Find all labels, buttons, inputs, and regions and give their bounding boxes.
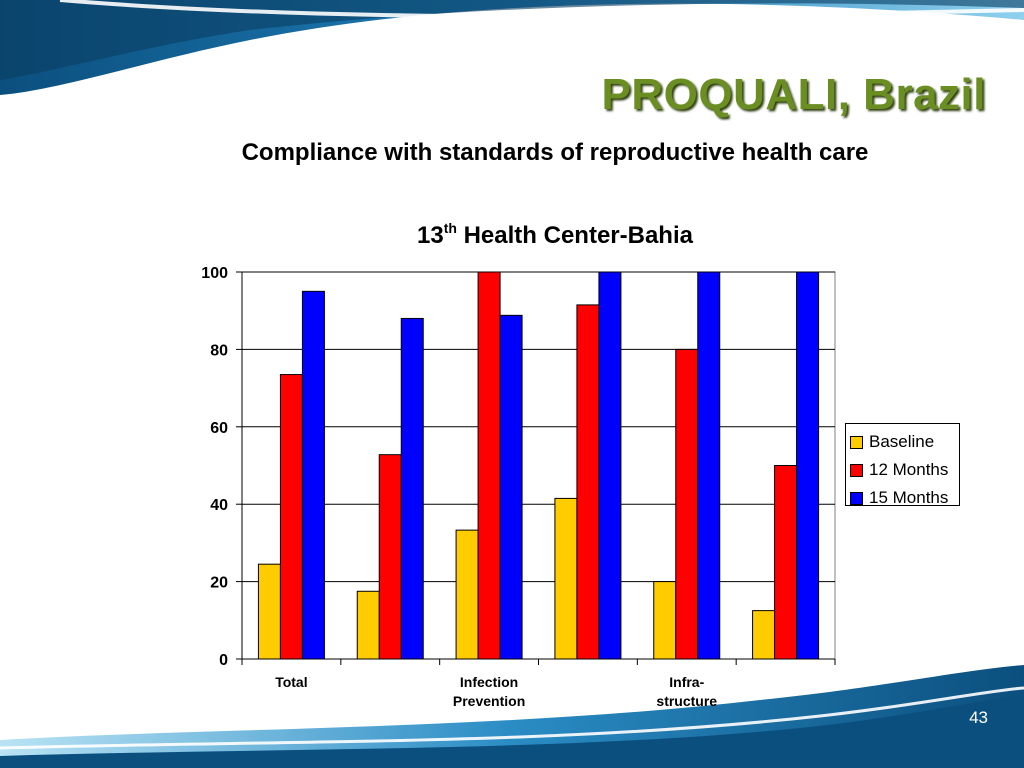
subtitle-superscript: th xyxy=(443,220,457,236)
legend-label-12-months: 12 Months xyxy=(869,460,949,479)
y-tick-label: 60 xyxy=(210,420,228,437)
y-tick-label: 40 xyxy=(210,497,228,514)
legend-item-15-months: 15 Months xyxy=(850,484,959,512)
bar-12-months-0 xyxy=(279,374,303,660)
y-tick-label: 100 xyxy=(201,265,228,282)
y-tick-label: 0 xyxy=(219,652,228,669)
chart-title: Compliance with standards of reproductiv… xyxy=(241,139,869,166)
page-number: 43 xyxy=(969,708,988,727)
bar-12-months-1 xyxy=(378,454,402,660)
bar-12-months-3 xyxy=(576,304,600,660)
bar-baseline-4 xyxy=(653,581,677,660)
bar-baseline-3 xyxy=(554,497,578,660)
subtitle-number: 13 xyxy=(417,222,444,249)
bar-15-months-5 xyxy=(796,271,820,660)
y-tick-label: 80 xyxy=(210,342,228,359)
bar-15-months-4 xyxy=(697,271,721,660)
chart-subtitle: 13th Health Center-Bahia xyxy=(200,220,910,250)
bar-baseline-0 xyxy=(257,563,281,660)
bar-15-months-1 xyxy=(400,317,424,660)
bar-12-months-4 xyxy=(675,348,699,660)
chart-legend: Baseline 12 Months 15 Months xyxy=(845,423,960,507)
bar-12-months-2 xyxy=(477,271,501,660)
slide-title: PROQUALI, Brazil xyxy=(601,70,986,119)
x-tick-label: Infra- xyxy=(669,674,704,690)
bar-15-months-3 xyxy=(598,271,622,660)
x-tick-label: Prevention xyxy=(453,693,525,709)
y-tick-label: 20 xyxy=(210,575,228,592)
bar-12-months-5 xyxy=(774,465,798,660)
legend-label-15-months: 15 Months xyxy=(869,488,949,507)
bar-baseline-5 xyxy=(752,610,776,660)
legend-swatch-12-months xyxy=(850,463,863,477)
bar-baseline-2 xyxy=(455,529,479,660)
bar-15-months-2 xyxy=(499,314,523,660)
x-tick-label: Total xyxy=(275,674,307,690)
legend-label-baseline: Baseline xyxy=(869,432,935,451)
x-tick-label: Infection xyxy=(460,674,518,690)
legend-swatch-baseline xyxy=(850,435,863,449)
bar-baseline-1 xyxy=(356,590,380,660)
legend-item-12-months: 12 Months xyxy=(850,456,959,484)
subtitle-text: Health Center-Bahia xyxy=(456,222,693,249)
legend-swatch-15-months xyxy=(850,491,863,505)
bar-15-months-0 xyxy=(301,290,325,660)
legend-item-baseline: Baseline xyxy=(850,428,959,456)
x-tick-label: structure xyxy=(656,693,717,709)
plot-area xyxy=(241,271,836,660)
